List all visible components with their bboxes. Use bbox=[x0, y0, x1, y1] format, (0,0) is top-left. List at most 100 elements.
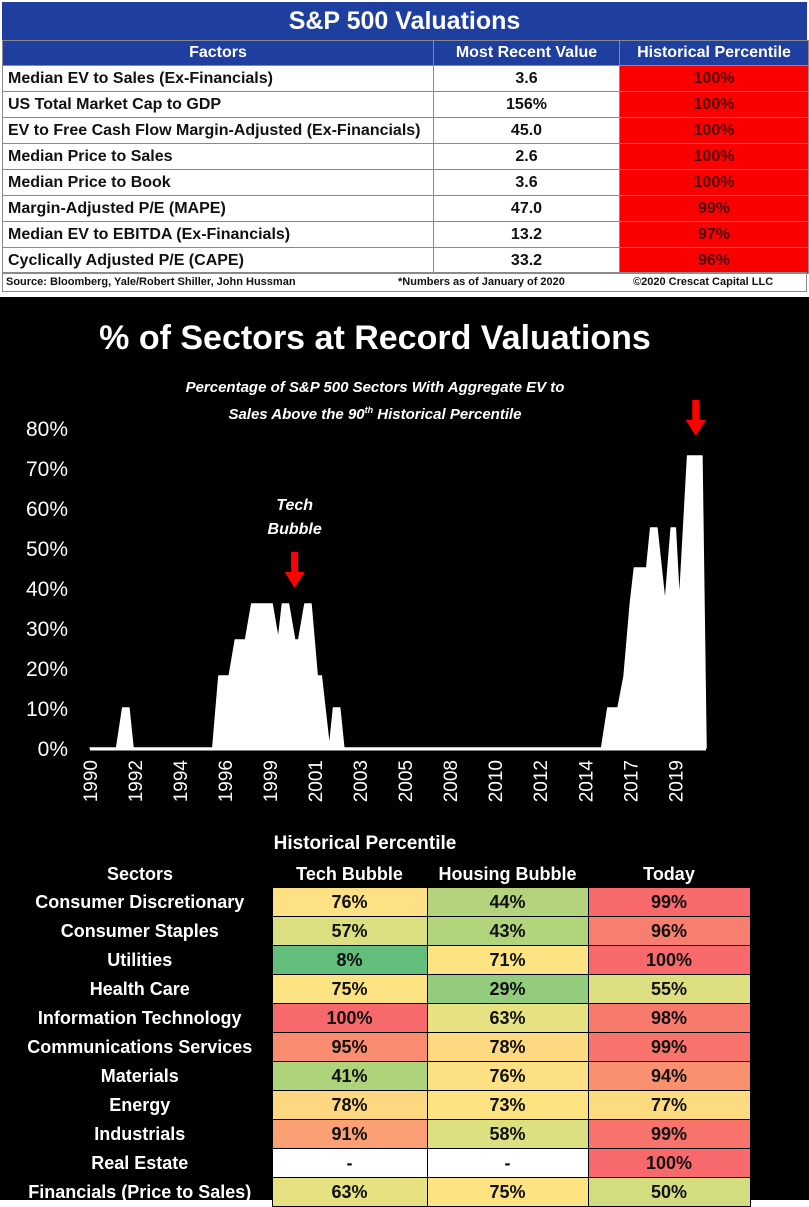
x-tick-label: 2003 bbox=[351, 760, 372, 802]
heatmap-cell: 99% bbox=[587, 1032, 751, 1062]
heatmap-cell: 63% bbox=[271, 1177, 428, 1207]
x-tick-label: 1990 bbox=[81, 760, 102, 802]
factor-percentile: 97% bbox=[619, 221, 809, 248]
table-row: US Total Market Cap to GDP 156% 100% bbox=[2, 91, 809, 118]
heatmap-cell: 95% bbox=[271, 1032, 428, 1062]
table-row: Median Price to Book 3.6 100% bbox=[2, 169, 809, 196]
x-tick-label: 2008 bbox=[441, 760, 462, 802]
heatmap-cell: 44% bbox=[426, 887, 589, 917]
subtitle-line-2-start: Sales Above the 90 bbox=[228, 406, 365, 423]
heatmap-cell: 75% bbox=[426, 1177, 589, 1207]
table-row: Energy 78% 73% 77% bbox=[8, 1090, 751, 1120]
factor-percentile: 100% bbox=[619, 91, 809, 118]
heatmap-cell: 77% bbox=[587, 1090, 751, 1120]
table-row: Cyclically Adjusted P/E (CAPE) 33.2 96% bbox=[2, 247, 809, 274]
factor-value: 33.2 bbox=[433, 247, 620, 274]
factor-percentile: 100% bbox=[619, 65, 809, 92]
factor-name: Margin-Adjusted P/E (MAPE) bbox=[2, 195, 434, 222]
x-tick-label: 1999 bbox=[261, 760, 282, 802]
heatmap-cell: - bbox=[426, 1148, 589, 1178]
sector-name: Consumer Staples bbox=[60, 920, 219, 941]
table-row: Consumer Discretionary 76% 44% 99% bbox=[8, 887, 751, 917]
source-note: Source: Bloomberg, Yale/Robert Shiller, … bbox=[6, 276, 296, 288]
table-row: Financials (Price to Sales) 63% 75% 50% bbox=[8, 1177, 751, 1207]
factor-name: Median Price to Sales bbox=[2, 143, 434, 170]
heatmap-cell: - bbox=[271, 1148, 428, 1178]
heatmap-cell: 29% bbox=[426, 974, 589, 1004]
sectors-panel: 0% 10% 20% 30% 40% 50% 60% 70% 80% 1990 1992 1994 19… bbox=[0, 297, 809, 1207]
factor-value: 3.6 bbox=[433, 169, 620, 196]
table-row: Industrials 91% 58% 99% bbox=[8, 1119, 751, 1149]
y-tick-label: 10% bbox=[26, 698, 68, 721]
heatmap-cell: 57% bbox=[271, 916, 428, 946]
x-tick-label: 1996 bbox=[216, 760, 237, 802]
factor-value: 47.0 bbox=[433, 195, 620, 222]
heatmap-cell: 100% bbox=[271, 1003, 428, 1033]
heatmap-header-row: Sectors Tech Bubble Housing Bubble Today bbox=[8, 861, 750, 888]
x-tick-label: 2017 bbox=[621, 760, 642, 802]
x-tick-label: 2014 bbox=[576, 760, 597, 803]
red-arrow-head bbox=[685, 420, 706, 436]
header-historical-percentile: Historical Percentile bbox=[619, 40, 809, 66]
table-row: Communications Services 95% 78% 99% bbox=[8, 1032, 751, 1062]
header-tech-bubble: Tech Bubble bbox=[296, 863, 403, 884]
factor-percentile: 96% bbox=[619, 247, 809, 274]
annotation-label: Tech bbox=[276, 497, 313, 514]
sector-name: Information Technology bbox=[37, 1007, 242, 1028]
table-row: Health Care 75% 29% 55% bbox=[8, 974, 751, 1004]
heatmap-cell: 96% bbox=[587, 916, 751, 946]
factor-name: Median Price to Book bbox=[2, 169, 434, 196]
chart-title: % of Sectors at Record Valuations bbox=[99, 319, 651, 357]
heatmap-body: Consumer Discretionary 76% 44% 99% Consumer … bbox=[8, 887, 751, 1207]
heatmap-cell: 98% bbox=[587, 1003, 751, 1033]
heatmap-cell: 76% bbox=[271, 887, 428, 917]
heatmap-cell: 100% bbox=[587, 1148, 751, 1178]
heatmap-cell: 63% bbox=[426, 1003, 589, 1033]
valuations-table: Factors Most Recent Value Historical Per… bbox=[2, 40, 809, 274]
subtitle-line-1: Percentage of S&P 500 Sectors With Aggre… bbox=[185, 379, 565, 396]
header-factors: Factors bbox=[2, 40, 434, 66]
y-tick-label: 30% bbox=[26, 618, 68, 641]
valuations-panel: S&P 500 Valuations Factors Most Recent V… bbox=[0, 0, 809, 293]
y-tick-label: 50% bbox=[26, 538, 68, 561]
sector-name: Energy bbox=[109, 1094, 171, 1115]
table-row: Margin-Adjusted P/E (MAPE) 47.0 99% bbox=[2, 195, 809, 222]
heatmap-cell: 55% bbox=[587, 974, 751, 1004]
factor-value: 3.6 bbox=[433, 65, 620, 92]
header-today: Today bbox=[643, 863, 695, 884]
x-tick-label: 2019 bbox=[666, 760, 687, 802]
factor-percentile: 100% bbox=[619, 169, 809, 196]
factor-name: EV to Free Cash Flow Margin-Adjusted (Ex… bbox=[2, 117, 434, 144]
record-valuations-chart: 0% 10% 20% 30% 40% 50% 60% 70% 80% 1990 1992 1994 19… bbox=[26, 400, 707, 803]
sector-name: Financials (Price to Sales) bbox=[28, 1181, 252, 1202]
x-tick-label: 1994 bbox=[171, 760, 192, 803]
sector-name: Utilities bbox=[107, 949, 173, 970]
y-tick-label: 0% bbox=[38, 738, 68, 761]
factor-percentile: 100% bbox=[619, 143, 809, 170]
subtitle-line-2-end: Historical Percentile bbox=[373, 406, 522, 423]
heatmap-cell: 58% bbox=[426, 1119, 589, 1149]
table-row: Median EV to EBITDA (Ex-Financials) 13.2… bbox=[2, 221, 809, 248]
y-tick-label: 80% bbox=[26, 418, 68, 441]
copyright-note: ©2020 Crescat Capital LLC bbox=[633, 276, 774, 288]
sector-name: Communications Services bbox=[27, 1036, 253, 1057]
factor-value: 156% bbox=[433, 91, 620, 118]
factor-name: Cyclically Adjusted P/E (CAPE) bbox=[2, 247, 434, 274]
sector-name: Real Estate bbox=[91, 1152, 189, 1173]
table-row: Utilities 8% 71% 100% bbox=[8, 945, 751, 975]
heatmap-cell: 78% bbox=[426, 1032, 589, 1062]
sector-heatmap-table: Sectors Tech Bubble Housing Bubble Today… bbox=[8, 861, 751, 1207]
x-tick-label: 1992 bbox=[126, 760, 147, 802]
heatmap-cell: 73% bbox=[426, 1090, 589, 1120]
y-tick-label: 60% bbox=[26, 498, 68, 521]
x-tick-label: 2001 bbox=[306, 760, 327, 802]
table-row: Median EV to Sales (Ex-Financials) 3.6 1… bbox=[2, 65, 809, 92]
y-tick-label: 70% bbox=[26, 458, 68, 481]
table-row: Consumer Staples 57% 43% 96% bbox=[8, 916, 751, 946]
factor-percentile: 100% bbox=[619, 117, 809, 144]
heatmap-cell: 75% bbox=[271, 974, 428, 1004]
sector-name: Materials bbox=[100, 1065, 179, 1086]
heatmap-cell: 50% bbox=[587, 1177, 751, 1207]
red-arrow-shaft bbox=[692, 400, 700, 422]
heatmap-title: Historical Percentile bbox=[273, 833, 457, 854]
